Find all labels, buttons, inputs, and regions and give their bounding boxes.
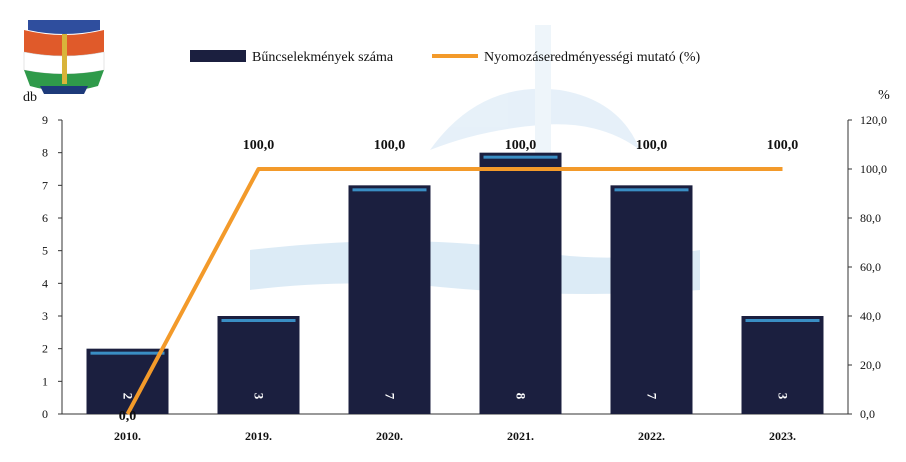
police-crest-logo <box>23 20 105 94</box>
legend-line-label: Nyomozáseredményességi mutató (%) <box>484 50 700 65</box>
bar <box>348 185 431 414</box>
bar-value-label: 8 <box>514 393 529 400</box>
bar-top-highlight <box>221 319 296 322</box>
y-right-tick-label: 40,0 <box>860 309 881 323</box>
y-right-tick-label: 20,0 <box>860 358 881 372</box>
legend: Bűncselekmények száma Nyomozáseredményess… <box>190 50 700 65</box>
bar <box>741 316 824 414</box>
bar <box>217 316 300 414</box>
x-tick-label: 2020. <box>376 429 403 443</box>
bar-top-highlight <box>483 155 558 159</box>
line-value-label: 100,0 <box>243 138 275 153</box>
bar <box>610 185 693 414</box>
y-right-tick-label: 100,0 <box>860 162 887 176</box>
bar-value-label: 7 <box>383 393 398 400</box>
y-left-tick-label: 2 <box>42 342 48 356</box>
y-right-tick-label: 120,0 <box>860 113 887 127</box>
bar-value-label: 3 <box>776 393 791 400</box>
line-series <box>125 167 783 415</box>
legend-bar-label: Bűncselekmények száma <box>252 50 394 65</box>
y-right-tick-label: 60,0 <box>860 260 881 274</box>
x-tick-label: 2019. <box>245 429 272 443</box>
axes: 0123456789db0,020,040,060,080,0100,0120,… <box>23 88 890 443</box>
y-left-tick-label: 5 <box>42 244 48 258</box>
line-path <box>125 167 783 415</box>
data-labels: 0,0 100,0 100,0 100,0 100,0 100,0 <box>119 138 799 424</box>
x-tick-label: 2021. <box>507 429 534 443</box>
bar-top-highlight <box>614 188 689 192</box>
x-tick-label: 2010. <box>114 429 141 443</box>
line-value-label: 100,0 <box>636 138 668 153</box>
line-value-label: 0,0 <box>119 409 137 424</box>
y-left-axis-label: db <box>23 90 37 105</box>
y-left-tick-label: 8 <box>42 146 48 160</box>
y-left-tick-label: 6 <box>42 211 48 225</box>
y-right-tick-label: 0,0 <box>860 407 875 421</box>
bar-top-highlight <box>352 188 427 192</box>
y-right-axis-label: % <box>878 88 890 103</box>
line-value-label: 100,0 <box>505 138 537 153</box>
legend-bar-swatch <box>190 50 246 62</box>
y-left-tick-label: 3 <box>42 309 48 323</box>
line-value-label: 100,0 <box>374 138 406 153</box>
bar-value-label: 7 <box>645 393 660 400</box>
y-left-tick-label: 1 <box>42 374 48 388</box>
line-value-label: 100,0 <box>767 138 799 153</box>
bar-top-highlight <box>745 319 820 322</box>
y-left-tick-label: 4 <box>42 276 48 290</box>
bar-value-label: 3 <box>252 393 267 400</box>
y-right-tick-label: 80,0 <box>860 211 881 225</box>
bar-value-label: 2 <box>121 393 136 400</box>
x-tick-label: 2022. <box>638 429 665 443</box>
bar <box>479 152 562 414</box>
y-left-tick-label: 9 <box>42 113 48 127</box>
x-tick-label: 2023. <box>769 429 796 443</box>
bar-series: 2 3 7 8 7 3 <box>86 152 824 414</box>
y-left-tick-label: 0 <box>42 407 48 421</box>
y-left-tick-label: 7 <box>42 178 48 192</box>
bar-top-highlight <box>90 351 165 355</box>
